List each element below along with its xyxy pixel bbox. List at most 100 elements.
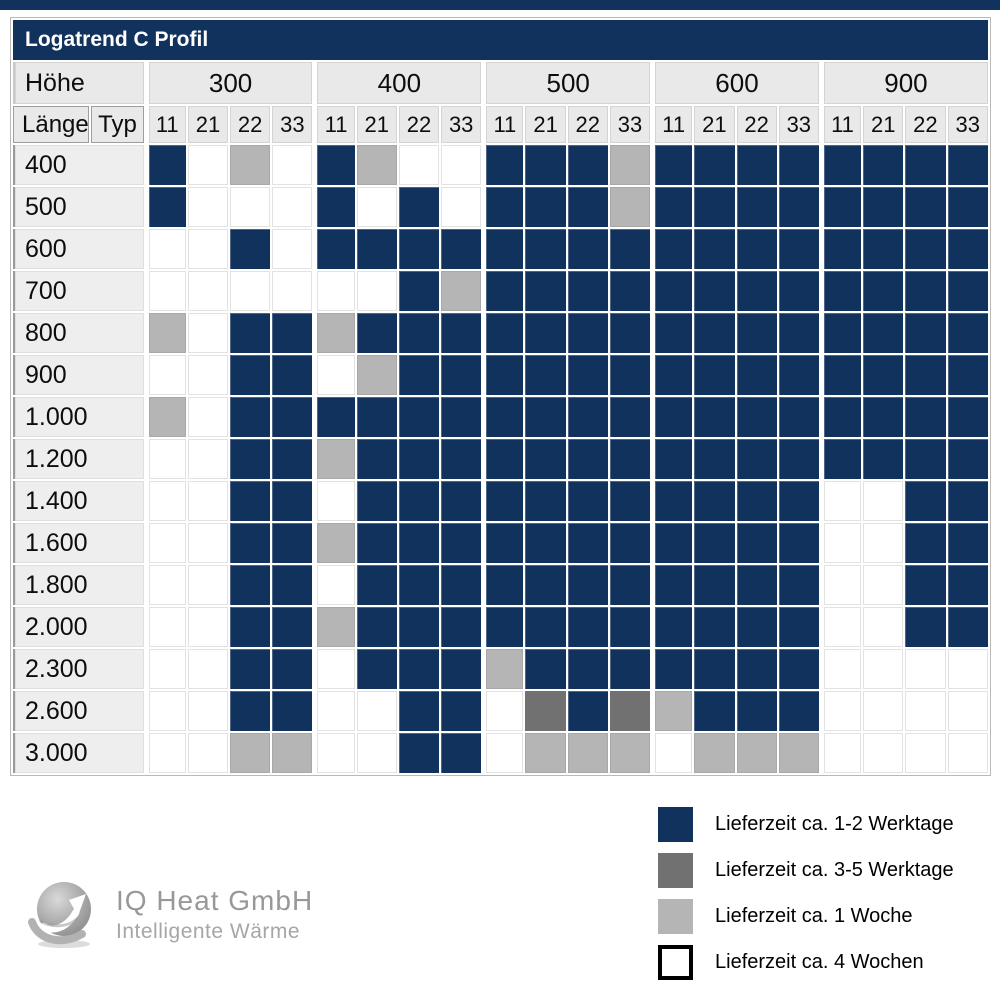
legend-swatch <box>658 898 693 934</box>
type-header: 33 <box>441 106 482 143</box>
availability-cell <box>441 187 482 227</box>
availability-cell <box>145 733 186 773</box>
availability-cell <box>863 733 904 773</box>
availability-cell <box>314 607 355 647</box>
availability-cell <box>652 229 693 269</box>
availability-cell <box>272 229 313 269</box>
availability-cell <box>230 313 271 353</box>
availability-cell <box>609 565 651 605</box>
availability-cell <box>736 271 777 311</box>
availability-cell <box>187 607 229 647</box>
table-title: Logatrend C Profil <box>13 20 988 60</box>
availability-cell <box>314 229 355 269</box>
availability-cell <box>525 607 566 647</box>
availability-cell <box>694 439 735 479</box>
availability-cell <box>567 523 608 563</box>
availability-cell <box>398 229 440 269</box>
availability-cell <box>398 313 440 353</box>
type-header: 11 <box>652 106 693 143</box>
table-row: 600 <box>13 229 988 269</box>
title-row: Logatrend C Profil <box>13 20 988 60</box>
availability-cell <box>694 187 735 227</box>
availability-cell <box>947 355 988 395</box>
type-header: 11 <box>145 106 186 143</box>
availability-cell <box>145 523 186 563</box>
type-header: 33 <box>272 106 313 143</box>
availability-cell <box>905 187 946 227</box>
availability-cell <box>483 229 524 269</box>
availability-cell <box>694 691 735 731</box>
table-row: 2.300 <box>13 649 988 689</box>
availability-cell <box>398 607 440 647</box>
availability-cell <box>947 649 988 689</box>
table-row: 2.000 <box>13 607 988 647</box>
availability-cell <box>525 523 566 563</box>
availability-cell <box>483 565 524 605</box>
availability-cell <box>398 271 440 311</box>
availability-cell <box>567 397 608 437</box>
availability-cell <box>187 355 229 395</box>
availability-cell <box>609 439 651 479</box>
availability-cell <box>483 481 524 521</box>
availability-cell <box>356 523 397 563</box>
availability-cell <box>145 187 186 227</box>
availability-cell <box>356 355 397 395</box>
availability-cell <box>356 187 397 227</box>
availability-cell <box>947 145 988 185</box>
typ-label: Typ <box>91 106 144 143</box>
availability-cell <box>483 649 524 689</box>
availability-cell <box>820 271 862 311</box>
availability-cell <box>272 733 313 773</box>
availability-cell <box>187 733 229 773</box>
availability-cell <box>905 733 946 773</box>
availability-cell <box>652 607 693 647</box>
availability-cell <box>356 691 397 731</box>
table-row: 1.000 <box>13 397 988 437</box>
availability-cell <box>905 229 946 269</box>
table-row: 2.600 <box>13 691 988 731</box>
availability-cell <box>441 355 482 395</box>
availability-cell <box>694 607 735 647</box>
table-row: 500 <box>13 187 988 227</box>
type-header: 22 <box>736 106 777 143</box>
row-label: 1.800 <box>13 565 144 605</box>
availability-cell <box>609 355 651 395</box>
row-label: 500 <box>13 187 144 227</box>
availability-cell <box>609 145 651 185</box>
availability-cell <box>441 397 482 437</box>
availability-cell <box>736 523 777 563</box>
availability-cell <box>314 481 355 521</box>
availability-cell <box>736 607 777 647</box>
availability-cell <box>525 439 566 479</box>
availability-cell <box>525 481 566 521</box>
availability-cell <box>230 691 271 731</box>
availability-cell <box>778 271 819 311</box>
availability-cell <box>905 607 946 647</box>
availability-cell <box>778 733 819 773</box>
availability-cell <box>145 271 186 311</box>
availability-cell <box>947 397 988 437</box>
availability-cell <box>567 439 608 479</box>
availability-cell <box>652 439 693 479</box>
type-header: 21 <box>863 106 904 143</box>
availability-cell <box>694 271 735 311</box>
availability-cell <box>863 187 904 227</box>
row-label: 1.000 <box>13 397 144 437</box>
type-header: 33 <box>609 106 651 143</box>
type-header: 22 <box>230 106 271 143</box>
availability-cell <box>187 397 229 437</box>
availability-cell <box>272 691 313 731</box>
legend-item: Lieferzeit ca. 3-5 Werktage <box>658 852 954 888</box>
availability-cell <box>356 439 397 479</box>
legend-swatch <box>658 852 693 888</box>
availability-cell <box>905 145 946 185</box>
availability-cell <box>441 691 482 731</box>
availability-cell <box>145 649 186 689</box>
availability-cell <box>905 523 946 563</box>
availability-cell <box>736 313 777 353</box>
availability-cell <box>736 187 777 227</box>
availability-cell <box>145 355 186 395</box>
availability-cell <box>441 229 482 269</box>
availability-cell <box>609 691 651 731</box>
availability-cell <box>525 271 566 311</box>
